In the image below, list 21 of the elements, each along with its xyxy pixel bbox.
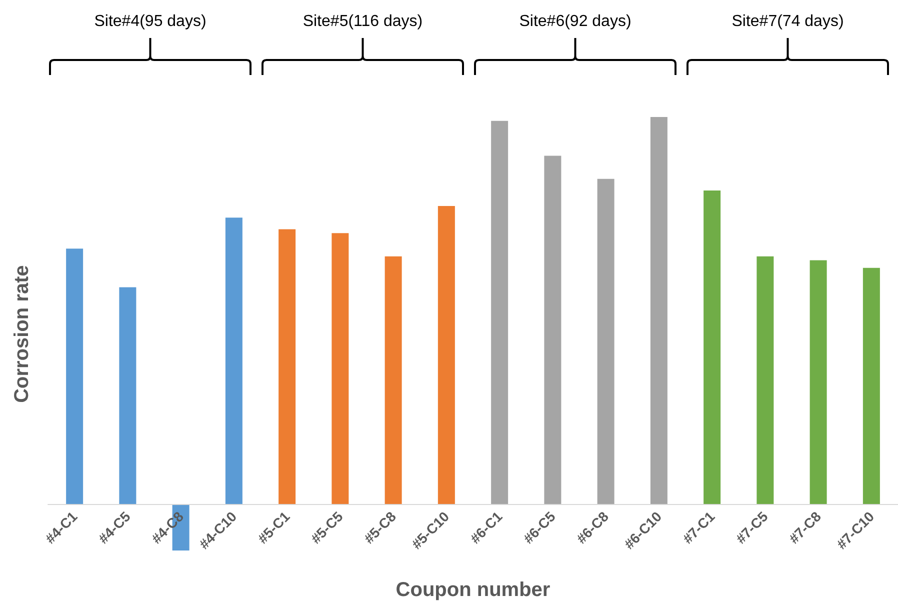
bar [650, 117, 668, 504]
x-axis-title: Coupon number [396, 579, 550, 601]
text: Site#4(95 days) [94, 13, 206, 30]
bar [756, 256, 774, 504]
bar [332, 233, 349, 504]
text: Site#6(92 days) [519, 13, 632, 30]
bar [862, 268, 880, 504]
bar [597, 178, 614, 504]
y-axis-title: Corrosion rate [11, 265, 33, 403]
bar [119, 287, 136, 504]
bar [810, 260, 827, 504]
bar [384, 256, 402, 504]
bar [278, 229, 296, 504]
bar [66, 248, 84, 504]
text: Site#7(74 days) [732, 13, 844, 30]
bar [704, 190, 721, 504]
bar [438, 206, 455, 504]
bar [491, 120, 508, 504]
bar [225, 218, 242, 504]
text: Site#5(116 days) [302, 13, 423, 30]
bar [544, 156, 562, 504]
